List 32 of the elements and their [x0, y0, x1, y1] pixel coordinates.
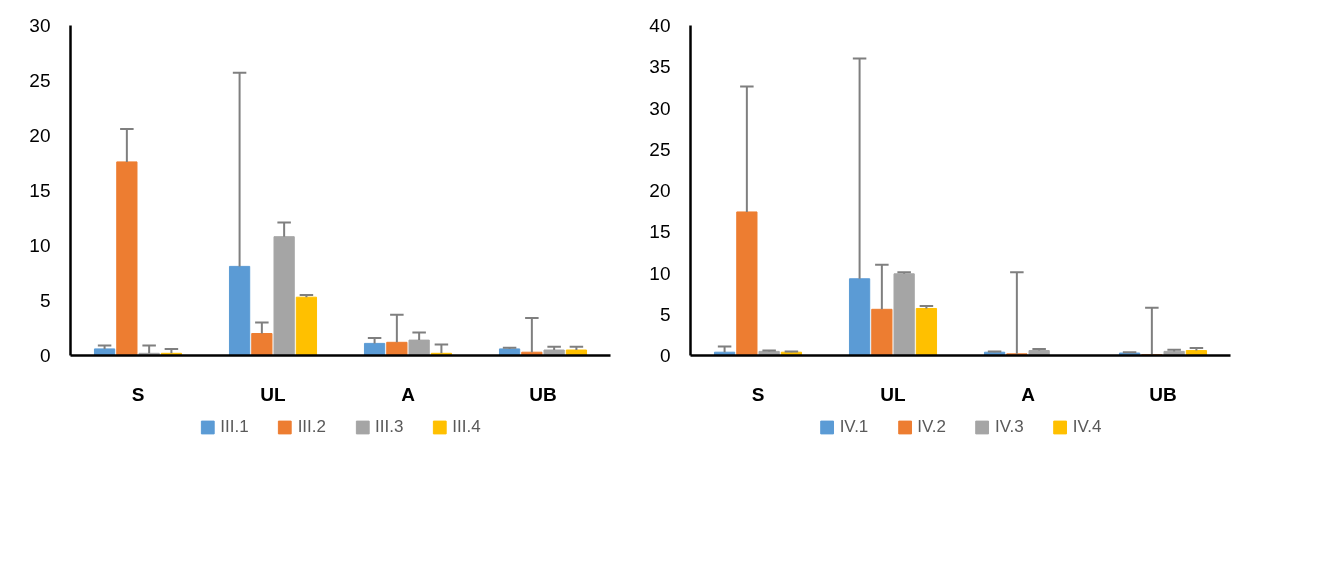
y-tick-label: 20 — [649, 180, 671, 201]
y-tick-label: 5 — [39, 290, 51, 311]
x-tick-label: UB — [529, 383, 557, 405]
y-tick-label: 30 — [29, 15, 51, 36]
legend-label: IV.1 — [839, 417, 869, 437]
y-tick-label: 5 — [659, 303, 671, 325]
x-tick-label: UB — [1149, 383, 1177, 405]
y-tick-label: 20 — [29, 125, 51, 146]
y-tick-label: 25 — [649, 138, 671, 160]
y-tick-label: 15 — [29, 180, 51, 201]
y-tick-label: 0 — [659, 345, 671, 366]
x-tick-label: UL — [880, 383, 907, 405]
x-tick-label: S — [751, 383, 765, 405]
x-tick-label: UL — [260, 383, 287, 405]
y-tick-label: 15 — [649, 221, 671, 243]
y-tick-label: 30 — [649, 97, 671, 119]
y-tick-label: 10 — [29, 235, 51, 256]
x-tick-label: A — [1021, 383, 1036, 405]
y-tick-label: 25 — [29, 70, 51, 91]
legend-label: IV.3 — [995, 417, 1024, 437]
legend-label: IV.4 — [1072, 417, 1102, 437]
legend-label: III.4 — [452, 417, 481, 437]
legend-label: IV.2 — [917, 417, 946, 437]
y-tick-label: 0 — [39, 345, 51, 366]
y-tick-label: 35 — [649, 56, 671, 78]
y-tick-label: 10 — [649, 262, 671, 284]
x-tick-label: S — [131, 383, 145, 405]
legend-label: III.2 — [297, 417, 326, 437]
legend-label: III.3 — [375, 417, 404, 437]
y-tick-label: 40 — [649, 15, 671, 36]
x-tick-label: A — [401, 383, 416, 405]
legend-label: III.1 — [220, 417, 249, 437]
